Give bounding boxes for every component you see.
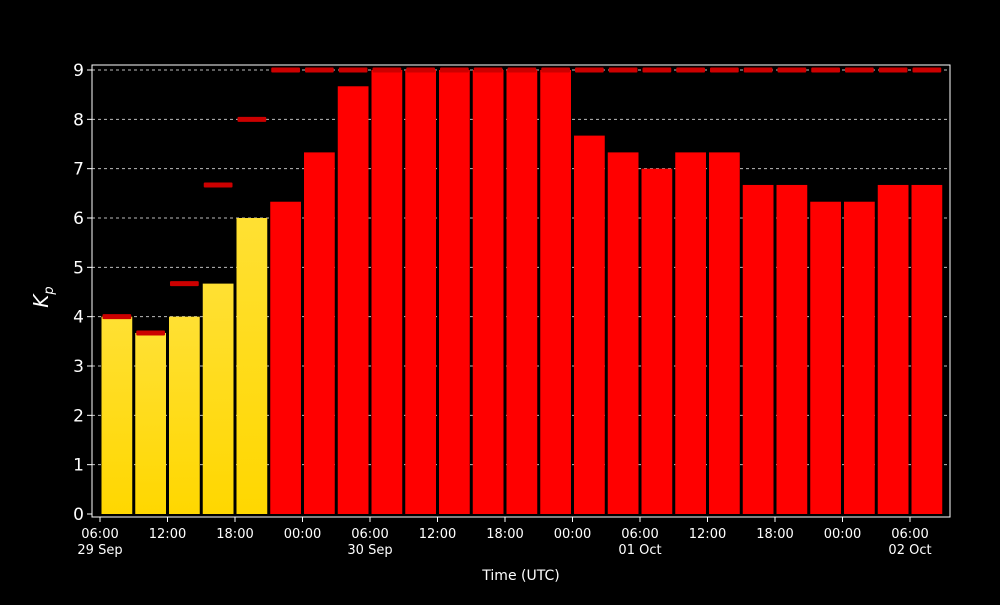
max-marker-19 [743,67,773,73]
max-marker-16 [642,67,672,73]
bar-24 [911,184,943,515]
y-tick-label-3: 3 [73,357,84,377]
x-axis-label: Time (UTC) [481,568,559,584]
bar-2 [169,316,200,514]
y-tick-label-1: 1 [73,456,84,476]
bar-4 [236,218,268,514]
x-tick-label-1: 12:00 [149,527,186,542]
max-marker-23 [878,67,908,73]
bar-8 [371,70,403,514]
max-marker-10 [440,67,469,73]
x-tick-label-0: 06:00 [81,527,118,542]
x-tick-label-12: 06:00 [891,527,928,542]
max-marker-18 [710,67,739,73]
bar-23 [877,184,909,515]
x-tick-label-7: 00:00 [554,527,591,542]
plot-frame [91,64,951,518]
bar-13 [540,70,571,514]
y-axis-label: Kp [29,286,57,307]
bar-5 [270,201,301,514]
bar-18 [709,152,740,515]
bar-6 [304,152,335,515]
x-tick-label-4: 06:00 [351,527,388,542]
y-tick-label-8: 8 [73,110,84,130]
bar-20 [776,184,808,515]
x-tick-label-8: 06:00 [621,527,658,542]
max-marker-21 [811,67,840,73]
max-marker-2 [170,281,199,287]
x-tick-label-10: 18:00 [756,527,793,542]
bar-17 [675,152,706,515]
bar-9 [405,70,436,514]
bar-22 [844,201,875,514]
max-marker-15 [608,67,638,73]
x-tick-label-9: 12:00 [689,527,726,542]
max-marker-9 [406,67,435,73]
x-tick-label-3: 00:00 [284,527,321,542]
max-marker-13 [541,67,570,73]
x-tick-date-8: 01 Oct [618,543,661,558]
max-marker-11 [473,67,503,73]
max-marker-22 [845,67,874,73]
bar-10 [439,70,470,514]
max-marker-0 [102,314,132,320]
y-tick-label-0: 0 [73,505,84,525]
bar-16 [641,168,673,514]
x-tick-date-12: 02 Oct [888,543,931,558]
y-axis: 0 1 2 3 4 5 6 7 8 9 [73,61,92,525]
y-tick-label-5: 5 [73,258,84,278]
y-tick-label-7: 7 [73,160,84,180]
x-tick-label-5: 12:00 [419,527,456,542]
max-marker-24 [912,67,942,73]
bars-group [101,70,943,515]
max-marker-8 [372,67,402,73]
y-tick-label-9: 9 [73,61,84,81]
bar-1 [135,332,166,514]
bar-19 [742,184,774,515]
bar-3 [202,283,234,514]
max-marker-4 [237,116,267,122]
y-tick-label-4: 4 [73,308,84,328]
y-axis-label-sub: p [42,286,57,295]
bar-0 [101,316,133,514]
y-axis-label-main: K [29,293,53,308]
bar-12 [506,70,538,514]
x-tick-label-11: 00:00 [824,527,861,542]
x-tick-date-0: 29 Sep [77,543,122,558]
max-marker-14 [575,67,604,73]
max-marker-12 [507,67,537,73]
max-marker-7 [338,67,368,73]
max-marker-5 [271,67,300,73]
bar-21 [810,201,841,514]
y-tick-label-6: 6 [73,209,84,229]
y-tick-label-2: 2 [73,406,84,426]
max-marker-20 [777,67,807,73]
bar-11 [472,70,504,514]
max-marker-1 [136,330,165,336]
bar-14 [574,135,605,514]
max-marker-6 [305,67,334,73]
max-marker-3 [203,182,233,188]
x-tick-date-4: 30 Sep [347,543,392,558]
max-marker-17 [676,67,705,73]
bar-15 [607,152,639,515]
x-tick-label-6: 18:00 [486,527,523,542]
max-markers-group [102,67,942,336]
bar-7 [337,86,369,514]
x-tick-label-2: 18:00 [216,527,253,542]
